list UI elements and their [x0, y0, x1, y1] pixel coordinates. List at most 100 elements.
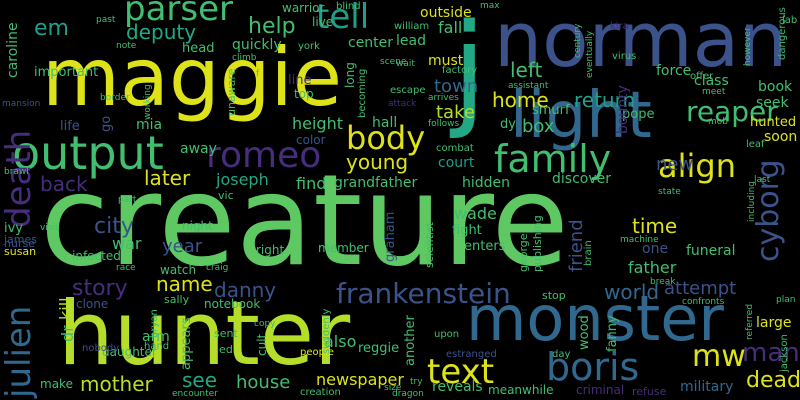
word-combat: combat	[436, 143, 474, 154]
word-lab: lab	[782, 15, 798, 26]
word-wait: wait	[396, 59, 415, 69]
word-susan: susan	[4, 245, 37, 258]
word-creature: creature	[40, 147, 569, 294]
word-becoming: becoming	[357, 68, 368, 118]
word-away: away	[180, 141, 217, 157]
word-scientist: scientist	[423, 222, 436, 268]
word-appears: appears	[179, 317, 194, 370]
word-sent: sent	[214, 327, 238, 340]
word-take: take	[436, 102, 475, 123]
word-romeo: romeo	[206, 135, 322, 176]
word-smurf: smurf	[532, 103, 570, 118]
word-nobody: nobody	[82, 343, 120, 354]
word-top: top	[294, 87, 314, 101]
word-live: live	[312, 15, 334, 29]
word-output: output	[12, 126, 164, 180]
word-right: right	[256, 243, 285, 257]
word-night: night	[182, 219, 213, 233]
word-j: j	[452, 0, 487, 142]
word-parser: parser	[124, 0, 234, 29]
word-reggie: reggie	[358, 341, 400, 356]
word-outside: outside	[420, 5, 472, 21]
word-scene: scene	[380, 57, 407, 67]
word-border: border	[100, 93, 130, 103]
word-life: life	[60, 119, 80, 134]
word-max: max	[480, 1, 500, 11]
word-name: name	[156, 272, 213, 296]
word-funeral: funeral	[686, 243, 736, 259]
word-nurse: nurse	[4, 237, 35, 250]
word-attempt: attempt	[664, 278, 737, 299]
word-color: color	[296, 133, 326, 147]
word-line: line	[288, 73, 312, 88]
word-encounter: encounter	[172, 389, 218, 399]
word-escape: escape	[390, 85, 426, 96]
word-important: important	[34, 65, 99, 80]
word-break: break	[650, 277, 676, 287]
word-last: last	[754, 175, 771, 185]
word-past: past	[96, 15, 116, 25]
word-long: long	[343, 62, 357, 88]
word-suddenly: suddenly	[321, 308, 332, 354]
word-see: see	[182, 368, 218, 392]
word-estranged: estranged	[446, 349, 497, 360]
word-man: man	[742, 338, 800, 368]
word-assistant: assistant	[508, 81, 549, 91]
word-meanwhile: meanwhile	[488, 383, 554, 397]
word-mw: mw	[692, 339, 746, 374]
word-ivy: ivy	[4, 221, 23, 236]
word-must: must	[428, 53, 464, 69]
word-em: em	[34, 16, 69, 41]
word-newspaper: newspaper	[316, 370, 404, 389]
word-center: center	[348, 35, 394, 51]
word-creation: creation	[300, 387, 341, 398]
word-clone: clone	[76, 297, 109, 311]
word-referred: referred	[745, 303, 755, 340]
word-joseph: joseph	[216, 170, 269, 189]
word-mansion: mansion	[2, 99, 41, 109]
word-size: size	[384, 383, 402, 393]
word-try: try	[410, 377, 423, 387]
word-father: father	[628, 258, 677, 277]
word-boris: boris	[546, 345, 640, 389]
word-tell: tell	[316, 0, 370, 37]
word-soon: soon	[764, 129, 798, 145]
word-time: time	[632, 214, 678, 238]
word-danny: danny	[214, 278, 277, 302]
word-attack: attack	[388, 99, 417, 109]
word-jackson: jackson	[779, 334, 790, 372]
word-warrior: warrior	[282, 1, 325, 15]
word-graham: graham	[383, 211, 398, 262]
word-bounty: bounty	[615, 85, 631, 134]
word-war: war	[112, 234, 142, 253]
word-align: align	[658, 147, 736, 185]
word-frankenstein: frankenstein	[336, 277, 511, 310]
word-lead: lead	[396, 33, 426, 49]
word-day: day	[552, 349, 571, 360]
word-unaware: unaware	[225, 68, 238, 116]
word-dy: dy	[500, 117, 516, 132]
word-maggie: maggie	[42, 31, 342, 124]
word-grandfather: grandfather	[334, 175, 418, 191]
word-deputy: deputy	[126, 20, 197, 44]
word-large: large	[756, 315, 792, 331]
word-blind: blind	[336, 1, 361, 12]
word-julien: julien	[0, 305, 39, 398]
word-vic: vic	[218, 189, 234, 202]
word-find: find	[296, 174, 327, 193]
word-help: help	[248, 14, 296, 39]
word-eventually: eventually	[585, 30, 595, 78]
word-family: family	[494, 137, 612, 181]
word-james: james	[4, 233, 38, 246]
word-monster: monster	[466, 282, 724, 355]
word-upon: upon	[434, 329, 460, 340]
word-meet: meet	[702, 87, 726, 97]
word-wood: wood	[577, 315, 592, 350]
word-led: led	[216, 343, 233, 356]
word-visit: visit	[40, 223, 59, 233]
word-box: box	[522, 116, 555, 137]
word-george: george	[517, 233, 530, 272]
word-york: york	[298, 41, 320, 52]
word-hand: hand	[144, 341, 170, 352]
